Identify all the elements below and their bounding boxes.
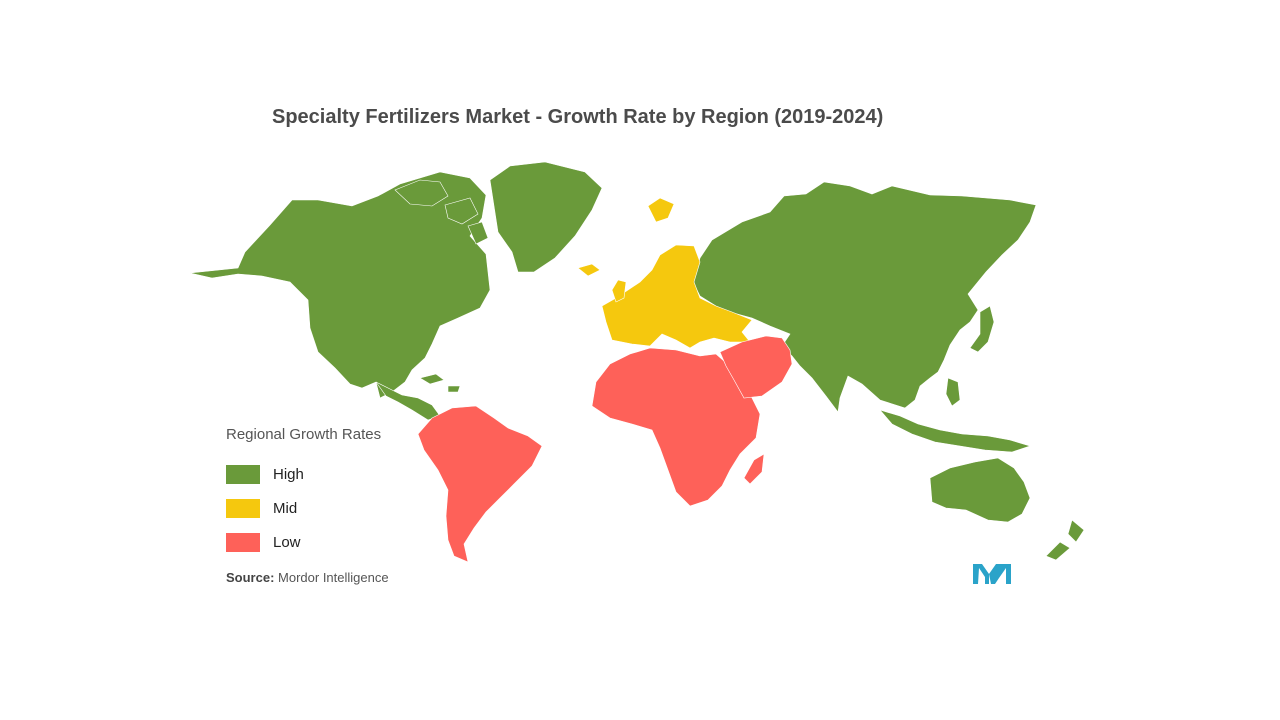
region-central-america[interactable] (375, 381, 441, 421)
legend-title: Regional Growth Rates (226, 426, 382, 443)
region-australia[interactable] (929, 457, 1031, 523)
region-philippines[interactable] (945, 377, 961, 407)
source-value: Mordor Intelligence (278, 570, 389, 585)
region-south-america[interactable] (417, 405, 543, 563)
region-japan[interactable] (969, 305, 995, 353)
legend-item-mid: Mid (226, 491, 486, 525)
mordor-intelligence-logo-icon (973, 564, 1011, 584)
legend-swatch-low (226, 532, 260, 552)
legend-item-low: Low (226, 525, 486, 559)
legend-swatch-mid (226, 498, 260, 518)
legend-item-high: High (226, 457, 486, 491)
legend-label-mid: Mid (273, 499, 298, 517)
region-europe[interactable] (601, 244, 753, 349)
source-label: Source: (226, 570, 275, 585)
logo-shape-right (989, 564, 1011, 584)
legend-label-low: Low (273, 533, 301, 551)
region-southeast-asia[interactable] (879, 409, 1031, 453)
chart-title: Specialty Fertilizers Market - Growth Ra… (272, 106, 884, 128)
region-svalbard[interactable] (647, 197, 675, 223)
region-middle-east[interactable] (719, 335, 793, 399)
region-madagascar[interactable] (743, 453, 765, 485)
region-caribbean[interactable] (419, 373, 461, 393)
region-africa[interactable] (591, 347, 761, 507)
legend-label-high: High (273, 465, 304, 483)
logo-shape-left (973, 564, 989, 584)
region-greenland[interactable] (489, 161, 603, 273)
region-iceland[interactable] (577, 263, 601, 277)
legend: Regional Growth Rates High Mid Low (226, 426, 486, 559)
legend-swatch-high (226, 464, 260, 484)
region-new-zealand[interactable] (1045, 519, 1085, 561)
region-canadian-islands[interactable] (394, 179, 489, 245)
region-north-america[interactable] (189, 171, 491, 399)
region-uk-ireland[interactable] (611, 279, 627, 303)
source-note: Source: Mordor Intelligence (226, 570, 389, 585)
